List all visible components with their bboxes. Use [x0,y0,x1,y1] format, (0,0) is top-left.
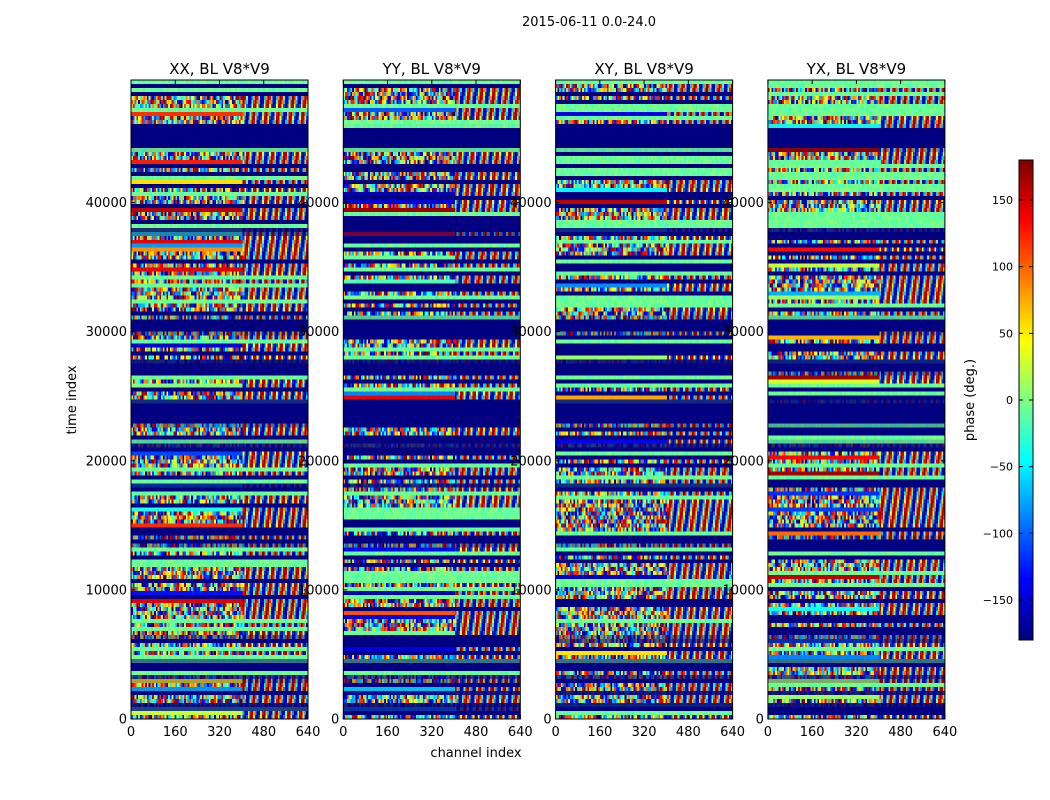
colorbar-tick-label: 0 [1006,394,1013,407]
y-tick-label: 0 [543,713,551,728]
y-tick-label: 30000 [510,325,551,340]
panel-0: XX, BL V8*V9 0 160 320 480 640 0 10000 20000 3000… [86,60,321,740]
x-tick-label: 640 [720,725,745,740]
x-tick-label: 480 [464,725,489,740]
y-axis-label: time index [65,365,80,434]
x-tick-label: 0 [764,725,772,740]
panel-title: YX, BL V8*V9 [806,60,907,78]
y-tick-label: 40000 [298,196,339,211]
x-tick-label: 160 [587,725,612,740]
x-tick-label: 160 [375,725,400,740]
panel-2: XY, BL V8*V9 0 160 320 480 640 0 10000 20000 3000… [510,60,745,740]
x-tick-label: 0 [551,725,559,740]
y-tick-label: 20000 [86,454,127,469]
colorbar-tick-label: −50 [990,461,1013,474]
y-tick-label: 0 [756,713,764,728]
y-tick-label: 40000 [510,196,551,211]
panel-1: YY, BL V8*V9 0 160 320 480 640 0 10000 20000 3000… [298,60,533,740]
x-tick-label: 480 [676,725,701,740]
x-tick-label: 320 [207,725,232,740]
phase-image [343,80,521,719]
colorbar-tick-label: 150 [992,194,1013,207]
colorbar-tick-label: 50 [999,327,1013,340]
panel-title: YY, BL V8*V9 [382,60,481,78]
y-tick-label: 20000 [723,454,764,469]
phase-image [555,80,733,719]
y-tick-label: 40000 [86,196,127,211]
panel-title: XX, BL V8*V9 [169,60,270,78]
x-tick-label: 320 [844,725,869,740]
panels-group: XX, BL V8*V9 0 160 320 480 640 0 10000 20000 3000… [86,60,958,740]
x-tick-label: 480 [888,725,913,740]
y-tick-label: 20000 [298,454,339,469]
y-tick-label: 30000 [86,325,127,340]
y-tick-label: 0 [119,713,127,728]
y-tick-label: 30000 [723,325,764,340]
x-axis-label: channel index [430,746,521,761]
panel-title: XY, BL V8*V9 [594,60,694,78]
y-tick-label: 30000 [298,325,339,340]
y-tick-label: 10000 [510,583,551,598]
x-tick-label: 320 [419,725,444,740]
panel-3: YX, BL V8*V9 0 160 320 480 640 0 10000 20000 3000… [723,60,958,740]
x-tick-label: 160 [800,725,825,740]
x-tick-label: 640 [508,725,533,740]
colorbar-tick-label: −150 [983,594,1013,607]
x-tick-label: 0 [127,725,135,740]
colorbar-gradient [1019,160,1033,640]
y-tick-label: 40000 [723,196,764,211]
x-tick-label: 640 [932,725,957,740]
x-tick-label: 160 [163,725,188,740]
x-tick-label: 0 [339,725,347,740]
phase-image [767,80,945,719]
y-tick-label: 10000 [86,583,127,598]
y-tick-label: 0 [331,713,339,728]
phase-image [131,80,308,719]
x-tick-label: 640 [296,725,321,740]
x-tick-label: 320 [632,725,657,740]
y-tick-label: 10000 [298,583,339,598]
colorbar-label: phase (deg.) [963,359,978,441]
colorbar: 150 100 50 0 −50 −100 −150 [983,159,1034,641]
y-tick-label: 20000 [510,454,551,469]
figure-suptitle: 2015-06-11 0.0-24.0 [522,15,656,30]
colorbar-tick-label: 100 [992,261,1013,274]
x-tick-label: 480 [251,725,276,740]
y-tick-label: 10000 [723,583,764,598]
colorbar-tick-label: −100 [983,527,1013,540]
